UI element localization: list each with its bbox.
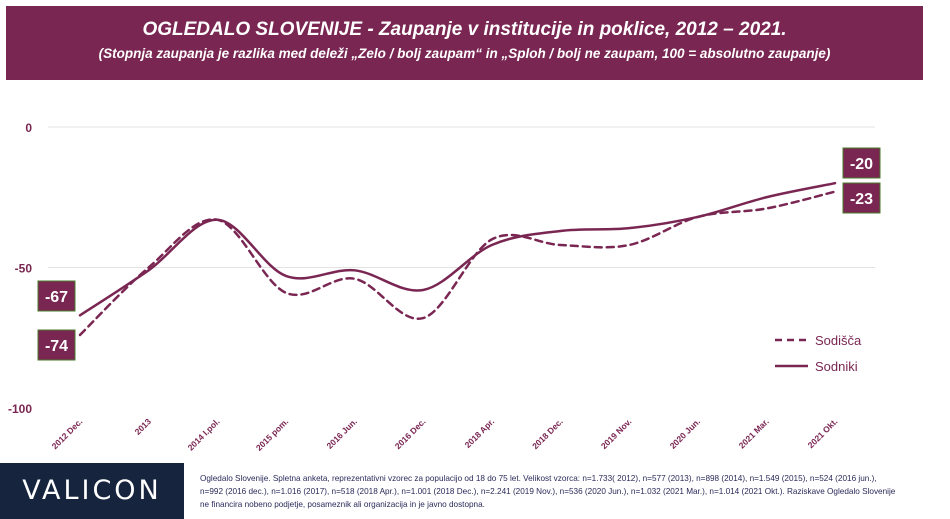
x-tick-label: 2021 Okt. <box>806 416 840 450</box>
data-label-end-sodniki-box <box>842 147 881 179</box>
chart-title: OGLEDALO SLOVENIJE - Zaupanje v instituc… <box>142 19 787 40</box>
data-label-end-sodisca: -23 <box>850 191 873 208</box>
valicon-logo: VALICON <box>0 463 184 519</box>
legend-label-sodi-a: Sodišča <box>815 333 862 348</box>
data-label-end-sodniki: -20 <box>850 156 873 173</box>
x-tick-label: 2021 Mar. <box>737 416 771 450</box>
x-tick-label: 2016 Dec. <box>393 416 428 451</box>
series-line-sodniki <box>78 181 837 317</box>
data-label-start-sodniki-box <box>37 280 76 312</box>
x-tick-label: 2012 Dec. <box>50 416 85 451</box>
data-label-start-sodniki: -67 <box>45 289 68 306</box>
x-tick-label: 2015 pom. <box>254 416 290 452</box>
data-label-end-sodisca-box <box>842 182 881 214</box>
x-tick-label: 2016 Jun. <box>324 416 358 450</box>
footer-note: Ogledalo Slovenije. Spletna anketa, repr… <box>200 474 896 509</box>
data-label-start-sodisca: -74 <box>45 338 68 355</box>
y-tick-label: -50 <box>15 262 33 276</box>
line-chart: 0 -50 -100 2012 Dec. 2013 2014 I.pol. 2015 pom… <box>8 121 881 453</box>
x-tick-label: 2013 <box>133 416 154 437</box>
series-line-sodi-a <box>78 190 837 337</box>
x-tick-label: 2020 Jun. <box>668 416 702 450</box>
data-label-start-sodisca-box <box>37 329 76 361</box>
x-tick-label: 2014 I.pol. <box>186 416 222 452</box>
y-tick-label: -100 <box>8 402 32 416</box>
y-tick-label: 0 <box>25 121 32 135</box>
chart-header: OGLEDALO SLOVENIJE - Zaupanje v instituc… <box>6 6 923 80</box>
x-tick-label: 2018 Apr. <box>463 416 497 450</box>
legend-label-sodniki: Sodniki <box>815 359 858 374</box>
x-tick-label: 2018 Dec. <box>530 416 565 451</box>
x-tick-label: 2019 Nov. <box>599 416 634 451</box>
chart-subtitle: (Stopnja zaupanja je razlika med deleži … <box>98 46 831 61</box>
